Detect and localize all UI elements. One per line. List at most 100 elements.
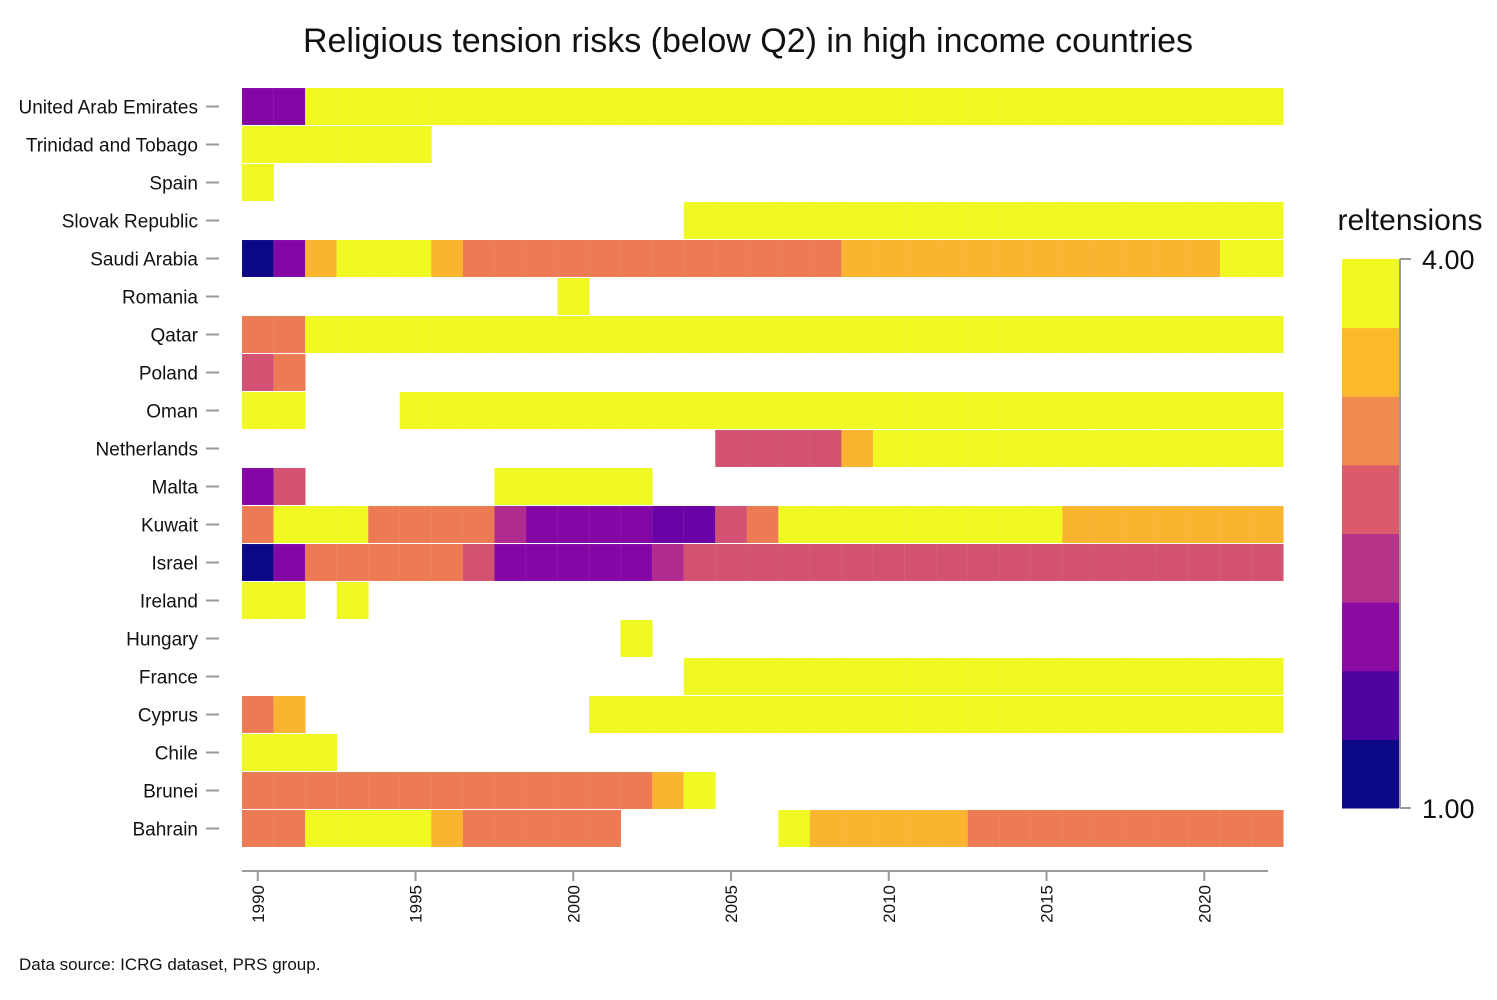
y-label-poland: Poland <box>139 364 198 385</box>
heatmap-cell-israel-1990 <box>241 543 275 582</box>
heatmap-cell-oman-2009 <box>841 391 874 430</box>
heatmap-cell-cyprus-2010 <box>872 695 906 734</box>
heatmap-cell-united-arab-emirates-2022 <box>1251 87 1284 126</box>
heatmap-cell-cyprus-2022 <box>1251 695 1284 734</box>
heatmap-cell-israel-2001 <box>588 543 622 582</box>
heatmap-cell-france-2014 <box>998 657 1032 696</box>
heatmap-cell-kuwait-2019 <box>1156 505 1190 544</box>
heatmap-cell-saudi-arabia-2021 <box>1219 239 1253 278</box>
heatmap-cell-saudi-arabia-2018 <box>1125 239 1158 278</box>
heatmap-cell-bahrain-2009 <box>841 809 874 848</box>
heatmap-cell-oman-1997 <box>462 391 496 430</box>
heatmap-cell-kuwait-2006 <box>746 505 780 544</box>
heatmap-cell-qatar-1998 <box>494 315 527 354</box>
heatmap-cell-oman-1991 <box>273 391 306 430</box>
x-tick-label-1990: 1990 <box>249 885 268 923</box>
heatmap-cell-united-arab-emirates-2007 <box>778 87 811 126</box>
heatmap-cell-kuwait-1991 <box>273 505 306 544</box>
y-label-france: France <box>139 668 198 689</box>
heatmap-cell-slovak-republic-2022 <box>1251 201 1284 240</box>
heatmap-cell-cyprus-2021 <box>1219 695 1253 734</box>
heatmap-cell-netherlands-2014 <box>998 429 1032 468</box>
heatmap-cell-israel-2010 <box>872 543 906 582</box>
heatmap-cell-oman-2011 <box>904 391 937 430</box>
heatmap-cell-brunei-1991 <box>273 771 306 810</box>
heatmap-cell-cyprus-2003 <box>651 695 685 734</box>
heatmap-cell-slovak-republic-2004 <box>683 201 716 240</box>
legend-swatch-2 <box>1342 602 1399 672</box>
heatmap-cell-malta-1991 <box>273 467 306 506</box>
heatmap-cell-france-2013 <box>967 657 1000 696</box>
y-label-netherlands: Netherlands <box>96 440 198 461</box>
heatmap-cell-netherlands-2008 <box>809 429 843 468</box>
heatmap-cell-saudi-arabia-1993 <box>336 239 369 278</box>
heatmap-cell-kuwait-2012 <box>935 505 969 544</box>
heatmap-cell-cyprus-2011 <box>904 695 937 734</box>
heatmap-cell-united-arab-emirates-2006 <box>746 87 780 126</box>
heatmap-cell-bahrain-2012 <box>935 809 969 848</box>
heatmap-cell-qatar-2014 <box>998 315 1032 354</box>
heatmap-cell-israel-2002 <box>620 543 653 582</box>
heatmap-cell-israel-2013 <box>967 543 1000 582</box>
heatmap-cell-kuwait-1992 <box>304 505 338 544</box>
heatmap-cell-qatar-1993 <box>336 315 369 354</box>
heatmap-cell-qatar-1997 <box>462 315 496 354</box>
heatmap-cell-netherlands-2009 <box>841 429 874 468</box>
heatmap-cell-brunei-2002 <box>620 771 653 810</box>
heatmap-cell-brunei-1993 <box>336 771 369 810</box>
heatmap-cell-israel-1996 <box>430 543 464 582</box>
heatmap-cell-france-2020 <box>1188 657 1221 696</box>
legend-swatch-4 <box>1342 464 1399 535</box>
heatmap-cell-cyprus-1990 <box>241 695 275 734</box>
heatmap-cell-united-arab-emirates-1998 <box>494 87 527 126</box>
heatmap-cell-kuwait-2008 <box>809 505 843 544</box>
heatmap-cell-united-arab-emirates-2020 <box>1188 87 1221 126</box>
heatmap-cell-united-arab-emirates-1996 <box>430 87 464 126</box>
heatmap-cell-qatar-2017 <box>1093 315 1127 354</box>
heatmap-cell-slovak-republic-2019 <box>1156 201 1190 240</box>
heatmap-cell-israel-1993 <box>336 543 369 582</box>
heatmap-cell-united-arab-emirates-2000 <box>557 87 590 126</box>
heatmap-cell-saudi-arabia-2000 <box>557 239 590 278</box>
heatmap-cell-bahrain-1995 <box>399 809 433 848</box>
heatmap-cell-kuwait-1993 <box>336 505 369 544</box>
heatmap-cell-saudi-arabia-2011 <box>904 239 937 278</box>
heatmap-cell-netherlands-2017 <box>1093 429 1127 468</box>
heatmap-cell-chile-1991 <box>273 733 306 772</box>
heatmap-cell-saudi-arabia-1999 <box>525 239 559 278</box>
heatmap-cell-israel-2022 <box>1251 543 1284 582</box>
heatmap-cell-kuwait-1994 <box>367 505 401 544</box>
heatmap-cell-israel-2008 <box>809 543 843 582</box>
y-label-malta: Malta <box>152 478 199 499</box>
heatmap-cell-saudi-arabia-2010 <box>872 239 906 278</box>
heatmap-cell-united-arab-emirates-1990 <box>241 87 275 126</box>
heatmap-cell-israel-1994 <box>367 543 401 582</box>
heatmap-cell-united-arab-emirates-1994 <box>367 87 401 126</box>
heatmap-cell-oman-1998 <box>494 391 527 430</box>
x-tick-label-2015: 2015 <box>1038 885 1057 923</box>
heatmap-cell-oman-2018 <box>1125 391 1158 430</box>
heatmap-cell-qatar-2007 <box>778 315 811 354</box>
y-label-qatar: Qatar <box>150 326 198 347</box>
heatmap-cell-kuwait-1990 <box>241 505 275 544</box>
heatmap-cell-kuwait-2022 <box>1251 505 1284 544</box>
heatmap-cell-israel-1995 <box>399 543 433 582</box>
heatmap-cell-bahrain-1998 <box>494 809 527 848</box>
heatmap-cell-bahrain-1997 <box>462 809 496 848</box>
heatmap-cell-kuwait-1998 <box>494 505 527 544</box>
heatmap-cell-qatar-2018 <box>1125 315 1158 354</box>
heatmap-cell-qatar-1994 <box>367 315 401 354</box>
heatmap-cell-qatar-2004 <box>683 315 716 354</box>
heatmap-cell-brunei-1998 <box>494 771 527 810</box>
heatmap-cell-slovak-republic-2009 <box>841 201 874 240</box>
heatmap-cell-cyprus-2009 <box>841 695 874 734</box>
heatmap-cell-cyprus-2006 <box>746 695 780 734</box>
data-source-note: Data source: ICRG dataset, PRS group. <box>19 955 320 974</box>
heatmap-cell-netherlands-2013 <box>967 429 1000 468</box>
heatmap-cell-saudi-arabia-2006 <box>746 239 780 278</box>
heatmap-cell-slovak-republic-2016 <box>1062 201 1095 240</box>
heatmap-cell-united-arab-emirates-2005 <box>714 87 748 126</box>
heatmap-cell-brunei-1999 <box>525 771 559 810</box>
heatmap-cell-kuwait-2000 <box>557 505 590 544</box>
heatmap-cell-slovak-republic-2015 <box>1030 201 1064 240</box>
